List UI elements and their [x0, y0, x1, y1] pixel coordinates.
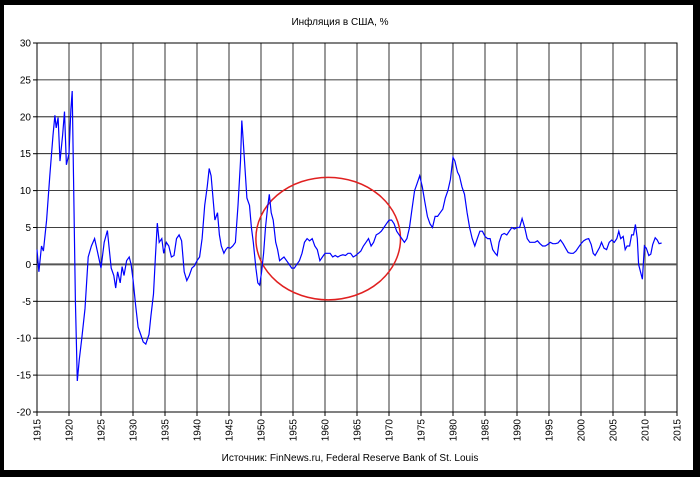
x-tick-label: 1960	[321, 419, 332, 442]
chart-panel: Инфляция в США, % 1915 1920 1925 1930 1935 19…	[4, 5, 693, 470]
y-tick-label: -10	[17, 334, 32, 345]
x-tick-label: 1915	[33, 419, 44, 442]
y-tick-label: 25	[20, 75, 32, 86]
x-tick-label: 1950	[257, 419, 268, 442]
inflation-chart: Инфляция в США, % 1915 1920 1925 1930 1935 19…	[17, 16, 684, 464]
y-tick-label: 5	[25, 223, 31, 234]
y-tick-label: -15	[17, 371, 32, 382]
x-tick-label: 1955	[289, 419, 300, 442]
y-tick-label: 0	[25, 260, 31, 271]
x-tick-label: 1945	[225, 419, 236, 442]
inflation-series-line	[36, 90, 662, 382]
y-tick-label: 30	[20, 39, 32, 50]
x-tick-label: 1980	[449, 419, 460, 442]
x-tick-label: 2010	[641, 419, 652, 442]
chart-title: Инфляция в США, %	[291, 16, 388, 28]
y-tick-label: -5	[22, 297, 31, 308]
x-tick-label: 1990	[513, 419, 524, 442]
x-tick-label: 1940	[193, 419, 204, 442]
y-tick-label: 20	[20, 112, 32, 123]
x-tick-label: 1995	[545, 419, 556, 442]
chart-source-note: Источник: FinNews.ru, Federal Reserve Ba…	[222, 453, 479, 464]
y-tick-label: 10	[20, 186, 32, 197]
x-tick-label: 2005	[609, 419, 620, 442]
x-tick-label: 1930	[129, 419, 140, 442]
x-tick-label: 1920	[65, 419, 76, 442]
grid	[36, 42, 678, 413]
x-tick-label: 1975	[417, 419, 428, 442]
x-tick-label: 2015	[673, 419, 684, 442]
x-tick-label: 1985	[481, 419, 492, 442]
x-tick-label: 2000	[577, 419, 588, 442]
axes: 1915 1920 1925 1930 1935 1940 1945 1950 1955 1960…	[17, 39, 684, 442]
highlight-ellipse	[255, 176, 402, 301]
x-tick-label: 1965	[353, 419, 364, 442]
y-tick-label: -20	[17, 408, 32, 419]
x-tick-label: 1970	[385, 419, 396, 442]
y-tick-label: 15	[20, 149, 32, 160]
x-tick-label: 1935	[161, 419, 172, 442]
x-tick-label: 1925	[97, 419, 108, 442]
